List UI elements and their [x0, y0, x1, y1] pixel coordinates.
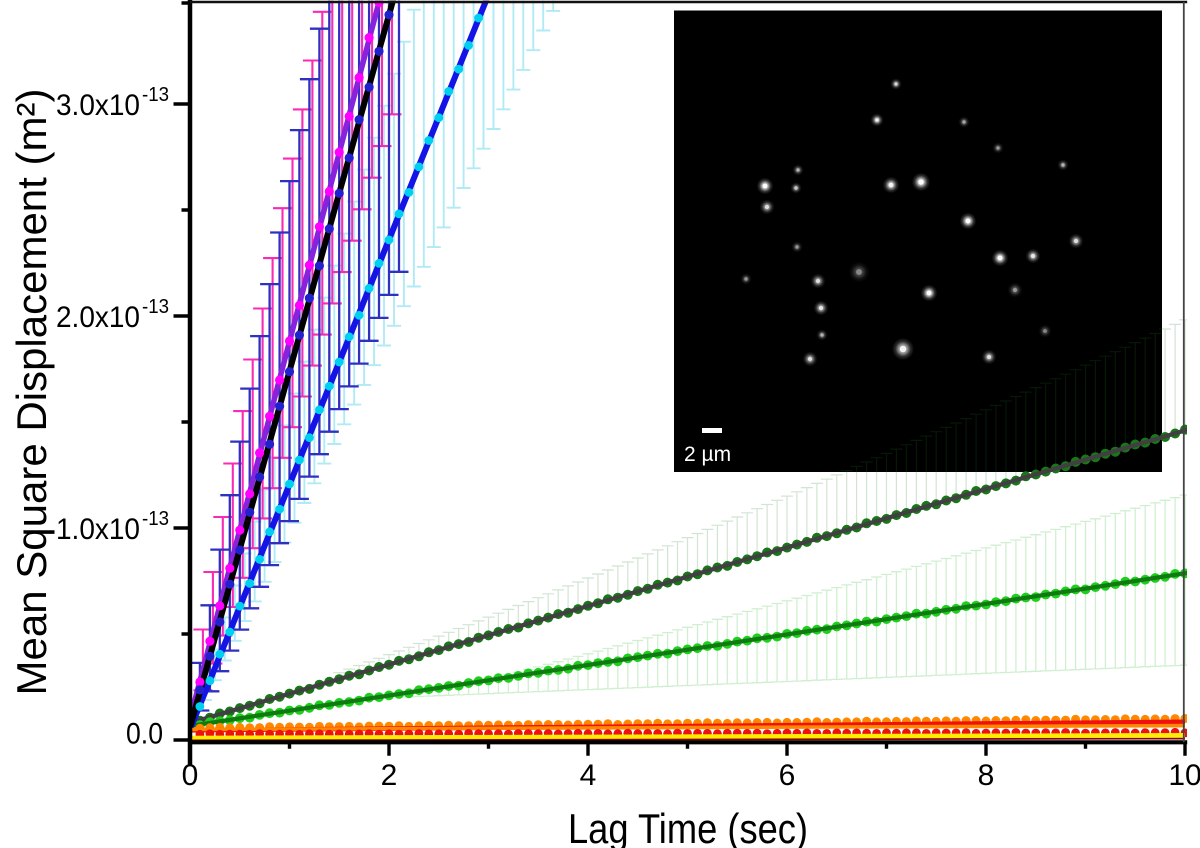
svg-text:8: 8 — [978, 759, 995, 792]
svg-text:Mean Square Displacement (m²): Mean Square Displacement (m²) — [8, 89, 55, 696]
svg-text:1.0x10: 1.0x10 — [56, 513, 140, 546]
svg-text:0.0: 0.0 — [126, 718, 163, 751]
svg-text:3.0x10: 3.0x10 — [56, 89, 140, 122]
svg-text:-13: -13 — [142, 508, 169, 530]
svg-text:2.0x10: 2.0x10 — [56, 301, 140, 334]
svg-text:0: 0 — [182, 759, 199, 792]
svg-text:6: 6 — [779, 759, 796, 792]
svg-text:-13: -13 — [142, 296, 169, 318]
svg-text:4: 4 — [580, 759, 597, 792]
svg-text:2 µm: 2 µm — [684, 443, 731, 466]
svg-text:10: 10 — [1168, 759, 1200, 792]
svg-text:Lag Time (sec): Lag Time (sec) — [568, 805, 808, 848]
svg-text:-13: -13 — [142, 84, 169, 106]
svg-text:2: 2 — [381, 759, 398, 792]
